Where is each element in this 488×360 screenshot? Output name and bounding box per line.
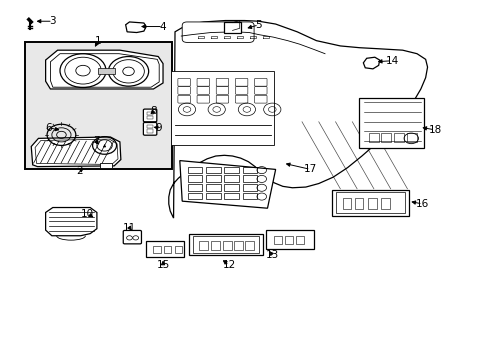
Text: 17: 17 bbox=[304, 165, 317, 174]
Bar bbox=[242, 175, 256, 182]
Bar bbox=[342, 198, 351, 209]
Bar bbox=[163, 246, 171, 253]
Bar bbox=[206, 175, 220, 182]
Bar bbox=[175, 246, 182, 253]
Bar bbox=[393, 133, 403, 142]
Bar bbox=[187, 167, 202, 173]
Text: 8: 8 bbox=[150, 106, 157, 116]
Bar bbox=[245, 241, 254, 250]
Bar bbox=[242, 184, 256, 190]
Bar bbox=[187, 175, 202, 182]
Text: 5: 5 bbox=[255, 20, 262, 30]
Text: 18: 18 bbox=[427, 125, 441, 135]
Bar bbox=[354, 198, 363, 209]
Text: 2: 2 bbox=[76, 166, 82, 176]
Bar bbox=[199, 241, 207, 250]
Polygon shape bbox=[125, 22, 146, 32]
FancyBboxPatch shape bbox=[265, 230, 314, 249]
Bar bbox=[285, 237, 292, 244]
Bar bbox=[146, 125, 153, 129]
Polygon shape bbox=[363, 57, 379, 69]
Text: 15: 15 bbox=[156, 260, 169, 270]
Bar bbox=[25, 42, 171, 170]
Text: 7: 7 bbox=[92, 136, 99, 146]
Bar bbox=[274, 237, 281, 244]
Bar bbox=[153, 246, 160, 253]
Bar bbox=[224, 175, 238, 182]
Bar bbox=[206, 184, 220, 190]
FancyBboxPatch shape bbox=[224, 22, 240, 33]
Bar bbox=[367, 198, 376, 209]
Bar bbox=[187, 193, 202, 199]
Polygon shape bbox=[168, 21, 427, 218]
Bar bbox=[233, 241, 242, 250]
Bar bbox=[224, 184, 238, 190]
Polygon shape bbox=[45, 207, 97, 236]
Bar bbox=[146, 112, 153, 115]
Text: 9: 9 bbox=[155, 123, 161, 133]
FancyBboxPatch shape bbox=[189, 234, 263, 255]
Bar bbox=[407, 133, 416, 142]
Bar bbox=[206, 167, 220, 173]
Bar bbox=[206, 193, 220, 199]
Polygon shape bbox=[180, 161, 275, 208]
Bar bbox=[380, 198, 389, 209]
FancyBboxPatch shape bbox=[331, 189, 408, 216]
Bar bbox=[210, 241, 219, 250]
FancyBboxPatch shape bbox=[146, 242, 183, 257]
Bar bbox=[146, 129, 153, 133]
Bar bbox=[224, 167, 238, 173]
Polygon shape bbox=[45, 50, 163, 89]
Bar bbox=[296, 237, 304, 244]
Bar bbox=[187, 184, 202, 190]
Bar bbox=[224, 193, 238, 199]
Text: 14: 14 bbox=[385, 56, 398, 66]
Bar bbox=[380, 133, 390, 142]
Text: 6: 6 bbox=[45, 123, 52, 133]
Bar bbox=[242, 167, 256, 173]
Bar bbox=[368, 133, 378, 142]
Text: 11: 11 bbox=[122, 222, 136, 233]
Text: 4: 4 bbox=[160, 22, 166, 32]
Text: 1: 1 bbox=[95, 36, 102, 46]
Text: 3: 3 bbox=[49, 16, 56, 26]
FancyBboxPatch shape bbox=[143, 122, 157, 135]
FancyBboxPatch shape bbox=[123, 230, 141, 244]
Bar bbox=[98, 68, 115, 74]
Text: 16: 16 bbox=[415, 199, 428, 209]
Polygon shape bbox=[31, 137, 121, 167]
FancyBboxPatch shape bbox=[182, 22, 254, 42]
FancyBboxPatch shape bbox=[143, 109, 157, 122]
Bar bbox=[100, 163, 112, 168]
Bar bbox=[146, 116, 153, 119]
Text: 13: 13 bbox=[265, 250, 278, 260]
Bar bbox=[223, 241, 231, 250]
FancyBboxPatch shape bbox=[358, 98, 424, 148]
FancyBboxPatch shape bbox=[171, 71, 274, 145]
Text: 12: 12 bbox=[222, 260, 235, 270]
Bar bbox=[242, 193, 256, 199]
Text: 10: 10 bbox=[81, 208, 94, 219]
